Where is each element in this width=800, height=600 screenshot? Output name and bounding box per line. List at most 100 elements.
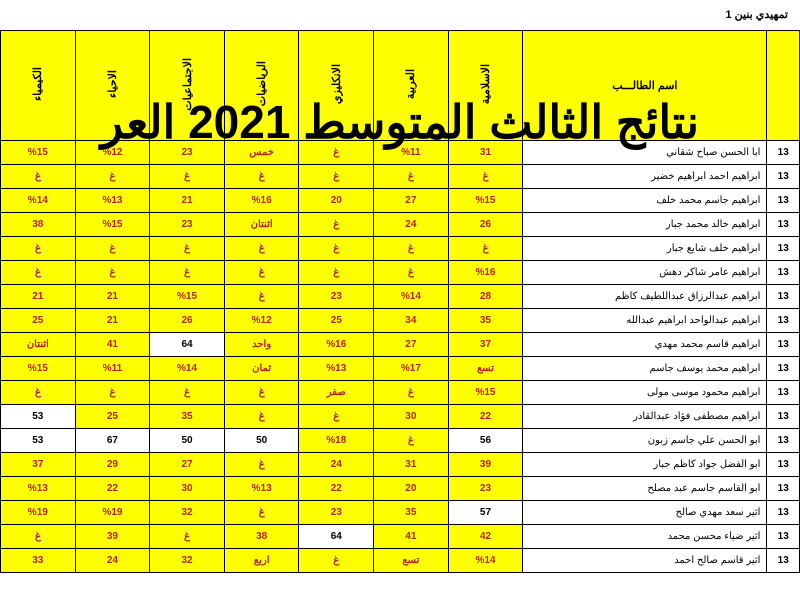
results-table-wrap: اسم الطالـــب الاسلامية العربية الانكليز… (0, 30, 800, 573)
value-cell: %12 (75, 141, 150, 165)
value-cell: غ (374, 381, 449, 405)
table-row: 13ابا الحسن صباح شقاني31%11غخمس23%12%15 (1, 141, 800, 165)
value-cell: 21 (1, 285, 76, 309)
value-cell: اثنتان (1, 333, 76, 357)
name-cell: ابراهيم جاسم محمد خلف (523, 189, 767, 213)
seq-cell: 13 (767, 429, 800, 453)
value-cell: %14 (374, 285, 449, 309)
seq-cell: 13 (767, 381, 800, 405)
value-cell: 21 (75, 285, 150, 309)
value-cell: %14 (448, 549, 523, 573)
value-cell: غ (75, 237, 150, 261)
value-cell: غ (1, 237, 76, 261)
value-cell: غ (150, 525, 225, 549)
value-cell: غ (150, 237, 225, 261)
value-cell: غ (1, 525, 76, 549)
value-cell: 25 (1, 309, 76, 333)
table-row: 13ابراهيم قاسم محمد مهدي3727%16واحد6441ا… (1, 333, 800, 357)
value-cell: %14 (1, 189, 76, 213)
seq-cell: 13 (767, 453, 800, 477)
value-cell: %18 (299, 429, 374, 453)
value-cell: غ (224, 381, 299, 405)
value-cell: 67 (75, 429, 150, 453)
name-cell: ابا الحسن صباح شقاني (523, 141, 767, 165)
value-cell: 21 (75, 309, 150, 333)
value-cell: %13 (299, 357, 374, 381)
value-cell: 25 (75, 405, 150, 429)
value-cell: غ (75, 381, 150, 405)
value-cell: 20 (299, 189, 374, 213)
table-row: 13ابراهيم عبدالواحد ابراهيم عبدالله35342… (1, 309, 800, 333)
value-cell: غ (299, 405, 374, 429)
value-cell: غ (150, 261, 225, 285)
value-cell: غ (448, 237, 523, 261)
seq-cell: 13 (767, 405, 800, 429)
value-cell: %15 (448, 189, 523, 213)
value-cell: 38 (1, 213, 76, 237)
value-cell: %16 (299, 333, 374, 357)
seq-cell: 13 (767, 165, 800, 189)
value-cell: غ (374, 165, 449, 189)
table-row: 13ابو الحسن علي جاسم زبون56غ%1850506753 (1, 429, 800, 453)
value-cell: اثنتان (224, 213, 299, 237)
value-cell: 39 (75, 525, 150, 549)
value-cell: 31 (448, 141, 523, 165)
value-cell: 35 (374, 501, 449, 525)
table-row: 13اثير سعد مهدي صالح573523غ32%19%19 (1, 501, 800, 525)
name-cell: ابراهيم عبدالرزاق عبداللطيف كاظم (523, 285, 767, 309)
name-cell: ابراهيم محمد يوسف جاسم (523, 357, 767, 381)
value-cell: %13 (224, 477, 299, 501)
seq-cell: 13 (767, 213, 800, 237)
value-cell: 23 (448, 477, 523, 501)
value-cell: غ (374, 429, 449, 453)
value-cell: 27 (150, 453, 225, 477)
value-cell: 25 (299, 309, 374, 333)
table-row: 13ابراهيم احمد ابراهيم خضيرغغغغغغغ (1, 165, 800, 189)
value-cell: غ (75, 261, 150, 285)
table-row: 13ابراهيم عبدالرزاق عبداللطيف كاظم28%14 2… (1, 285, 800, 309)
value-cell: %13 (75, 189, 150, 213)
table-row: 13ابو القاسم جاسم عبد مصلح232022%133022%… (1, 477, 800, 501)
value-cell: غ (448, 165, 523, 189)
table-row: 13ابو الفضل جواد كاظم جبار393124غ272937 (1, 453, 800, 477)
value-cell: 24 (299, 453, 374, 477)
table-row: 13ابراهيم محمد يوسف جاسمتسع%17%13ثمان%14… (1, 357, 800, 381)
value-cell: 33 (1, 549, 76, 573)
value-cell: غ (374, 261, 449, 285)
value-cell: غ (299, 237, 374, 261)
value-cell: %15 (448, 381, 523, 405)
value-cell: 21 (150, 189, 225, 213)
value-cell: 27 (374, 189, 449, 213)
seq-cell: 13 (767, 501, 800, 525)
name-cell: اثير سعد مهدي صالح (523, 501, 767, 525)
col-islamic: الاسلامية (448, 31, 523, 141)
table-row: 13ابراهيم محمود موسى مولى%15غصفرغغغغ (1, 381, 800, 405)
name-cell: ابراهيم خلف شايع جبار (523, 237, 767, 261)
value-cell: %13 (1, 477, 76, 501)
value-cell: غ (224, 453, 299, 477)
value-cell: %11 (75, 357, 150, 381)
name-cell: ابراهيم قاسم محمد مهدي (523, 333, 767, 357)
value-cell: 28 (448, 285, 523, 309)
value-cell: غ (224, 261, 299, 285)
value-cell: %11 (374, 141, 449, 165)
value-cell: %14 (150, 357, 225, 381)
table-row: 13ابراهيم مصطفى فؤاد عبدالقادر2230غغ3525… (1, 405, 800, 429)
col-social: الاجتماعيات (150, 31, 225, 141)
value-cell: غ (1, 381, 76, 405)
col-math: الرياضيات (224, 31, 299, 141)
name-cell: ابراهيم عامر شاكر دهش (523, 261, 767, 285)
name-cell: اثير ضياء محسن محمد (523, 525, 767, 549)
value-cell: 23 (150, 141, 225, 165)
value-cell: خمس (224, 141, 299, 165)
seq-cell: 13 (767, 309, 800, 333)
value-cell: غ (75, 165, 150, 189)
seq-cell: 13 (767, 285, 800, 309)
value-cell: %17 (374, 357, 449, 381)
col-biology: الاحياء (75, 31, 150, 141)
value-cell: غ (150, 165, 225, 189)
value-cell: 53 (1, 405, 76, 429)
value-cell: 39 (448, 453, 523, 477)
name-cell: ابراهيم احمد ابراهيم خضير (523, 165, 767, 189)
value-cell: غ (224, 501, 299, 525)
